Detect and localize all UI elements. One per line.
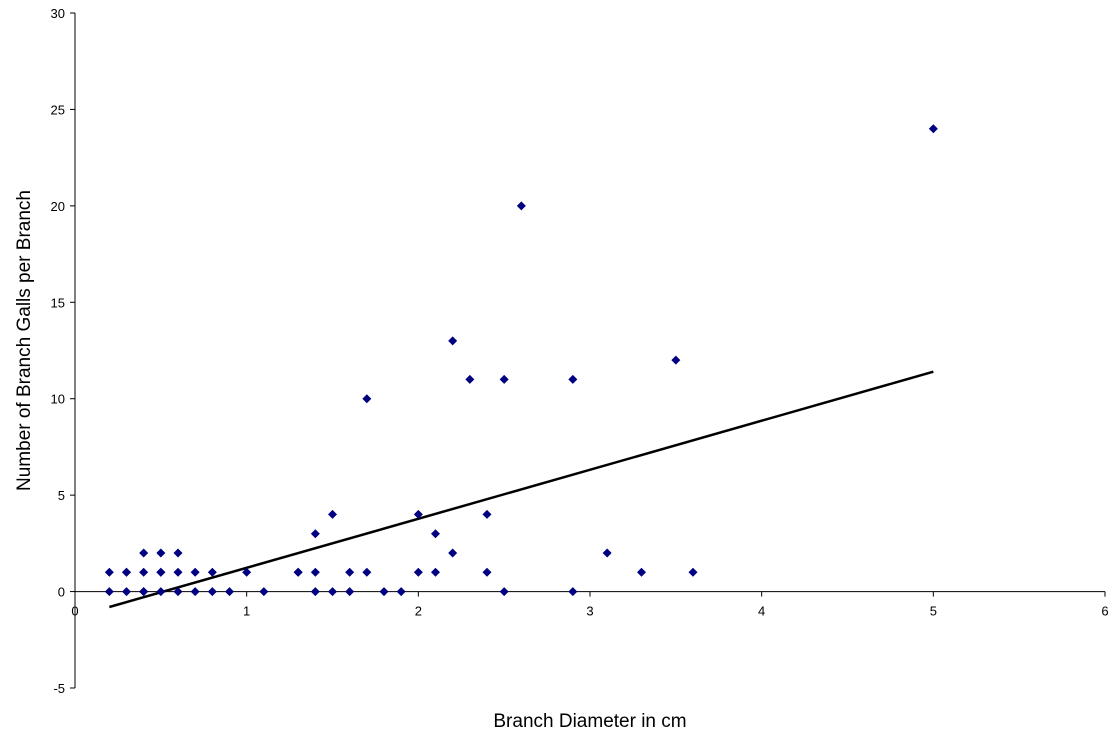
x-tick-label: 6 xyxy=(1101,604,1108,619)
data-point xyxy=(413,567,423,577)
data-point xyxy=(122,567,131,577)
data-point xyxy=(310,587,320,597)
x-tick-label: 4 xyxy=(758,604,765,619)
data-point xyxy=(156,587,166,597)
data-point xyxy=(310,567,320,577)
data-point xyxy=(310,529,320,539)
data-point xyxy=(396,587,406,597)
data-point xyxy=(242,567,252,577)
data-point xyxy=(190,587,200,597)
x-tick-label: 5 xyxy=(930,604,937,619)
data-point xyxy=(345,587,355,597)
data-point xyxy=(139,548,149,558)
data-point xyxy=(482,509,492,519)
data-point xyxy=(602,548,612,558)
data-point xyxy=(431,529,440,539)
tick-labels: -5 0 5 10 15 20 25 30 0 1 2 3 4 5 6 xyxy=(51,6,1109,696)
data-point xyxy=(499,374,509,384)
data-point xyxy=(379,587,389,597)
y-tick-label: -5 xyxy=(53,681,65,696)
y-tick-label: 25 xyxy=(51,102,65,117)
data-point xyxy=(448,336,458,346)
data-point xyxy=(516,201,526,211)
data-point xyxy=(173,548,183,558)
data-point xyxy=(156,567,166,577)
data-point xyxy=(173,567,183,577)
x-tick-label: 0 xyxy=(71,604,78,619)
trendline xyxy=(108,370,934,609)
data-point xyxy=(225,587,234,597)
data-point xyxy=(345,567,355,577)
x-tick-label: 3 xyxy=(586,604,593,619)
y-tick-label: 20 xyxy=(51,199,65,214)
y-tick-label: 30 xyxy=(51,6,65,21)
data-point xyxy=(173,587,183,597)
data-point xyxy=(499,587,509,597)
data-point xyxy=(259,587,269,597)
data-point xyxy=(207,567,217,577)
data-point xyxy=(465,374,475,384)
data-point xyxy=(122,587,131,597)
data-point xyxy=(637,567,646,577)
data-point xyxy=(688,567,698,577)
data-point xyxy=(139,587,149,597)
data-point xyxy=(328,587,337,597)
data-point xyxy=(431,567,440,577)
data-point xyxy=(139,567,149,577)
x-tick-label: 1 xyxy=(243,604,250,619)
y-tick-label: 5 xyxy=(58,488,65,503)
y-axis-title: Number of Branch Galls per Branch xyxy=(14,190,35,491)
data-point xyxy=(482,567,492,577)
data-point xyxy=(104,587,114,597)
data-point xyxy=(104,567,114,577)
axes xyxy=(70,12,1106,689)
data-point xyxy=(568,587,578,597)
data-point xyxy=(328,509,337,519)
data-point xyxy=(156,548,166,558)
y-tick-label: 0 xyxy=(58,585,65,600)
data-point xyxy=(568,374,578,384)
data-point xyxy=(190,567,200,577)
data-point xyxy=(293,567,303,577)
data-point xyxy=(362,567,372,577)
data-point xyxy=(448,548,458,558)
data-points xyxy=(104,124,938,597)
trendline-group xyxy=(108,370,934,609)
data-point xyxy=(671,355,681,365)
y-tick-label: 10 xyxy=(51,392,65,407)
data-point xyxy=(362,394,372,404)
x-tick-label: 2 xyxy=(415,604,422,619)
y-tick-label: 15 xyxy=(51,295,65,310)
x-axis-title: Branch Diameter in cm xyxy=(493,711,686,732)
data-point xyxy=(207,587,217,597)
data-point xyxy=(928,124,938,134)
data-point xyxy=(413,509,423,519)
